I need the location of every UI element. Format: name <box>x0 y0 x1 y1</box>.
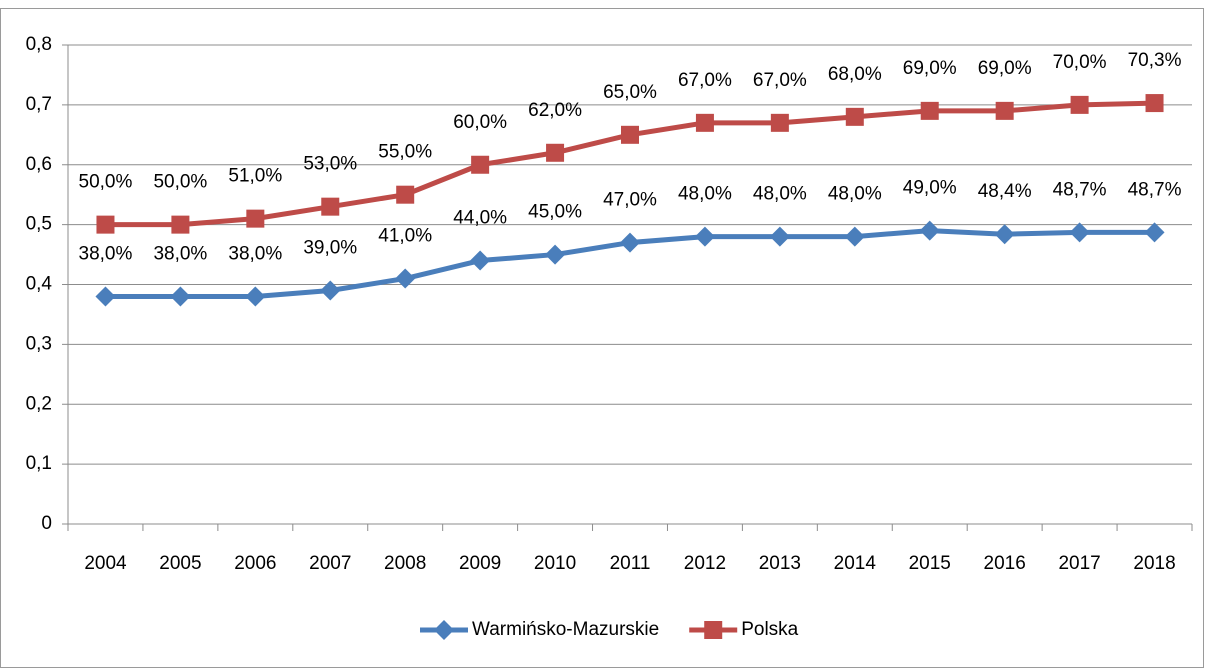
marker <box>1070 95 1089 114</box>
marker <box>546 143 565 162</box>
marker <box>1069 222 1090 243</box>
x-tick-label: 2007 <box>309 553 351 574</box>
marker <box>170 286 191 307</box>
data-label: 51,0% <box>228 166 282 187</box>
marker <box>471 155 490 174</box>
data-label: 70,3% <box>1128 50 1182 71</box>
marker <box>994 224 1015 245</box>
x-tick-label: 2012 <box>684 553 726 574</box>
marker <box>245 286 266 307</box>
marker <box>171 215 190 234</box>
data-label: 45,0% <box>528 202 582 223</box>
y-tick-label: 0,5 <box>26 214 52 235</box>
y-tick-label: 0,1 <box>26 453 52 474</box>
data-label: 62,0% <box>528 100 582 121</box>
marker <box>396 185 415 204</box>
y-tick-label: 0,8 <box>26 34 52 55</box>
data-label: 50,0% <box>153 172 207 193</box>
data-label: 48,7% <box>1128 179 1182 200</box>
marker <box>1145 94 1164 113</box>
data-label: 41,0% <box>378 226 432 247</box>
x-tick-label: 2006 <box>234 553 276 574</box>
marker <box>844 226 865 247</box>
y-tick-label: 0 <box>41 513 52 534</box>
marker <box>919 220 940 241</box>
marker <box>620 232 640 253</box>
data-label: 48,7% <box>1053 179 1107 200</box>
legend-label: Warmińsko-Mazurskie <box>472 619 659 640</box>
marker <box>96 215 115 234</box>
x-tick-label: 2011 <box>610 553 651 574</box>
data-label: 65,0% <box>603 82 657 103</box>
marker <box>434 620 454 640</box>
data-label: 44,0% <box>453 208 507 229</box>
data-label: 48,0% <box>678 184 732 205</box>
x-tick-label: 2018 <box>1133 553 1175 574</box>
legend-label: Polska <box>741 619 798 640</box>
marker <box>694 226 715 247</box>
y-tick-label: 0,7 <box>26 94 52 115</box>
data-label: 69,0% <box>903 58 957 79</box>
marker <box>246 209 265 228</box>
data-label: 38,0% <box>79 243 133 264</box>
marker <box>95 286 116 307</box>
data-label: 69,0% <box>978 58 1032 79</box>
x-tick-label: 2013 <box>759 553 801 574</box>
data-label: 68,0% <box>828 64 882 85</box>
data-label: 47,0% <box>603 190 657 211</box>
data-label: 50,0% <box>79 172 133 193</box>
marker <box>395 268 416 289</box>
x-tick-label: 2005 <box>159 553 201 574</box>
x-tick-label: 2009 <box>459 553 501 574</box>
x-tick-label: 2004 <box>84 553 127 574</box>
data-label: 53,0% <box>303 154 357 175</box>
data-label: 48,4% <box>978 181 1032 202</box>
marker <box>470 250 491 271</box>
data-label: 38,0% <box>153 243 207 264</box>
marker <box>321 197 340 216</box>
data-label: 55,0% <box>378 142 432 163</box>
marker <box>320 280 341 301</box>
marker <box>995 101 1014 120</box>
marker <box>845 107 864 126</box>
y-tick-label: 0,2 <box>26 393 52 414</box>
marker <box>695 113 714 132</box>
marker <box>769 226 790 247</box>
data-label: 49,0% <box>903 178 957 199</box>
x-tick-label: 2015 <box>909 553 951 574</box>
x-tick-label: 2008 <box>384 553 426 574</box>
data-label: 70,0% <box>1053 52 1107 73</box>
data-label: 67,0% <box>678 70 732 91</box>
marker <box>920 101 939 120</box>
x-tick-label: 2014 <box>834 553 877 574</box>
data-label: 60,0% <box>453 112 507 133</box>
marker <box>1144 222 1165 243</box>
marker <box>770 113 789 132</box>
x-tick-label: 2016 <box>984 553 1026 574</box>
marker <box>704 621 723 639</box>
data-label: 48,0% <box>753 184 807 205</box>
x-tick-label: 2010 <box>534 553 576 574</box>
marker <box>545 244 566 265</box>
data-label: 38,0% <box>228 243 282 264</box>
y-tick-label: 0,6 <box>26 154 52 175</box>
marker <box>621 125 639 144</box>
x-tick-label: 2017 <box>1058 553 1100 574</box>
y-tick-label: 0,4 <box>26 274 53 295</box>
data-label: 67,0% <box>753 70 807 91</box>
y-tick-label: 0,3 <box>26 333 52 354</box>
data-label: 39,0% <box>303 238 357 259</box>
data-label: 48,0% <box>828 184 882 205</box>
